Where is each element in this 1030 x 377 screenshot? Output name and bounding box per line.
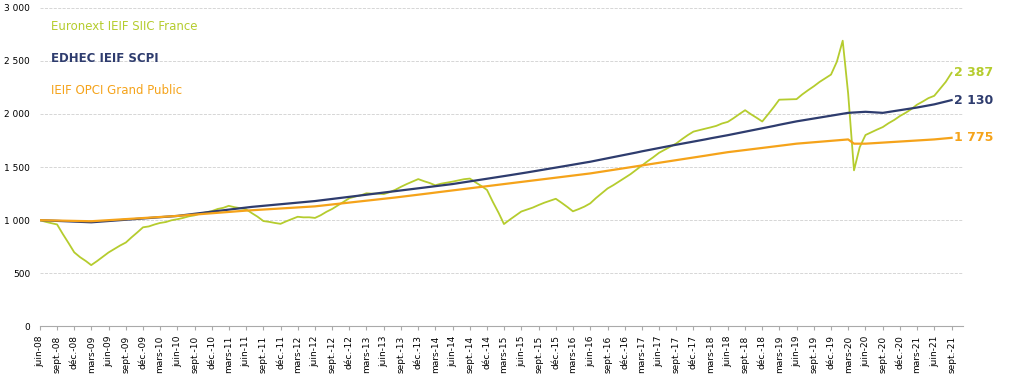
Text: Euronext IEIF SIIC France: Euronext IEIF SIIC France [50,20,198,34]
Text: 2 387: 2 387 [955,66,994,79]
Text: IEIF OPCI Grand Public: IEIF OPCI Grand Public [50,84,182,97]
Text: 1 775: 1 775 [955,131,994,144]
Text: EDHEC IEIF SCPI: EDHEC IEIF SCPI [50,52,159,65]
Text: 2 130: 2 130 [955,93,994,107]
